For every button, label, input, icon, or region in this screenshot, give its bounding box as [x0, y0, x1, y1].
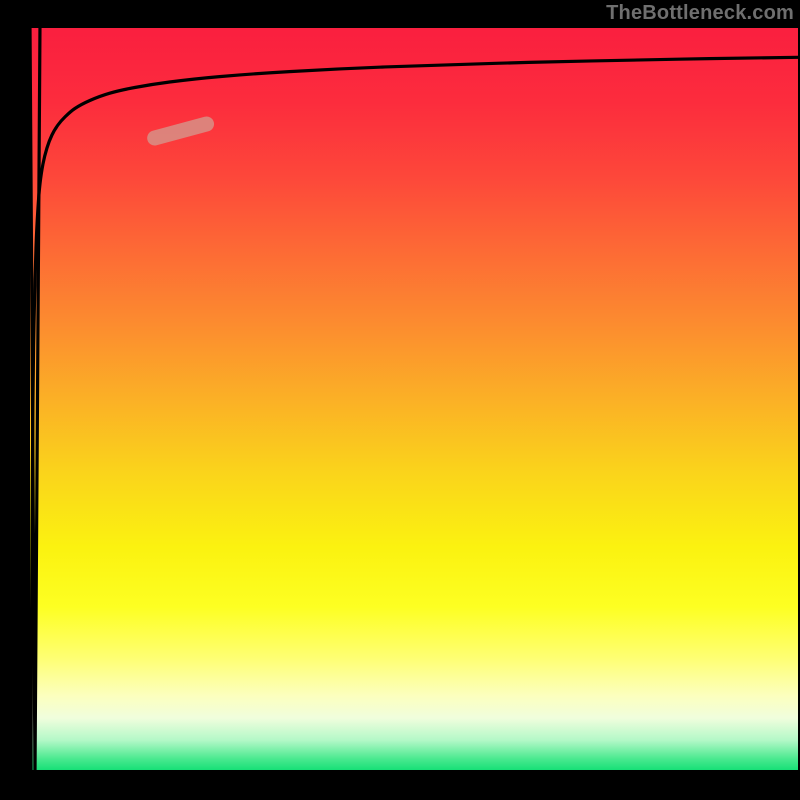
chart-plot-area — [30, 28, 798, 770]
watermark-label: TheBottleneck.com — [606, 2, 794, 25]
bottleneck-chart — [0, 0, 800, 800]
chart-container: TheBottleneck.com — [0, 0, 800, 800]
